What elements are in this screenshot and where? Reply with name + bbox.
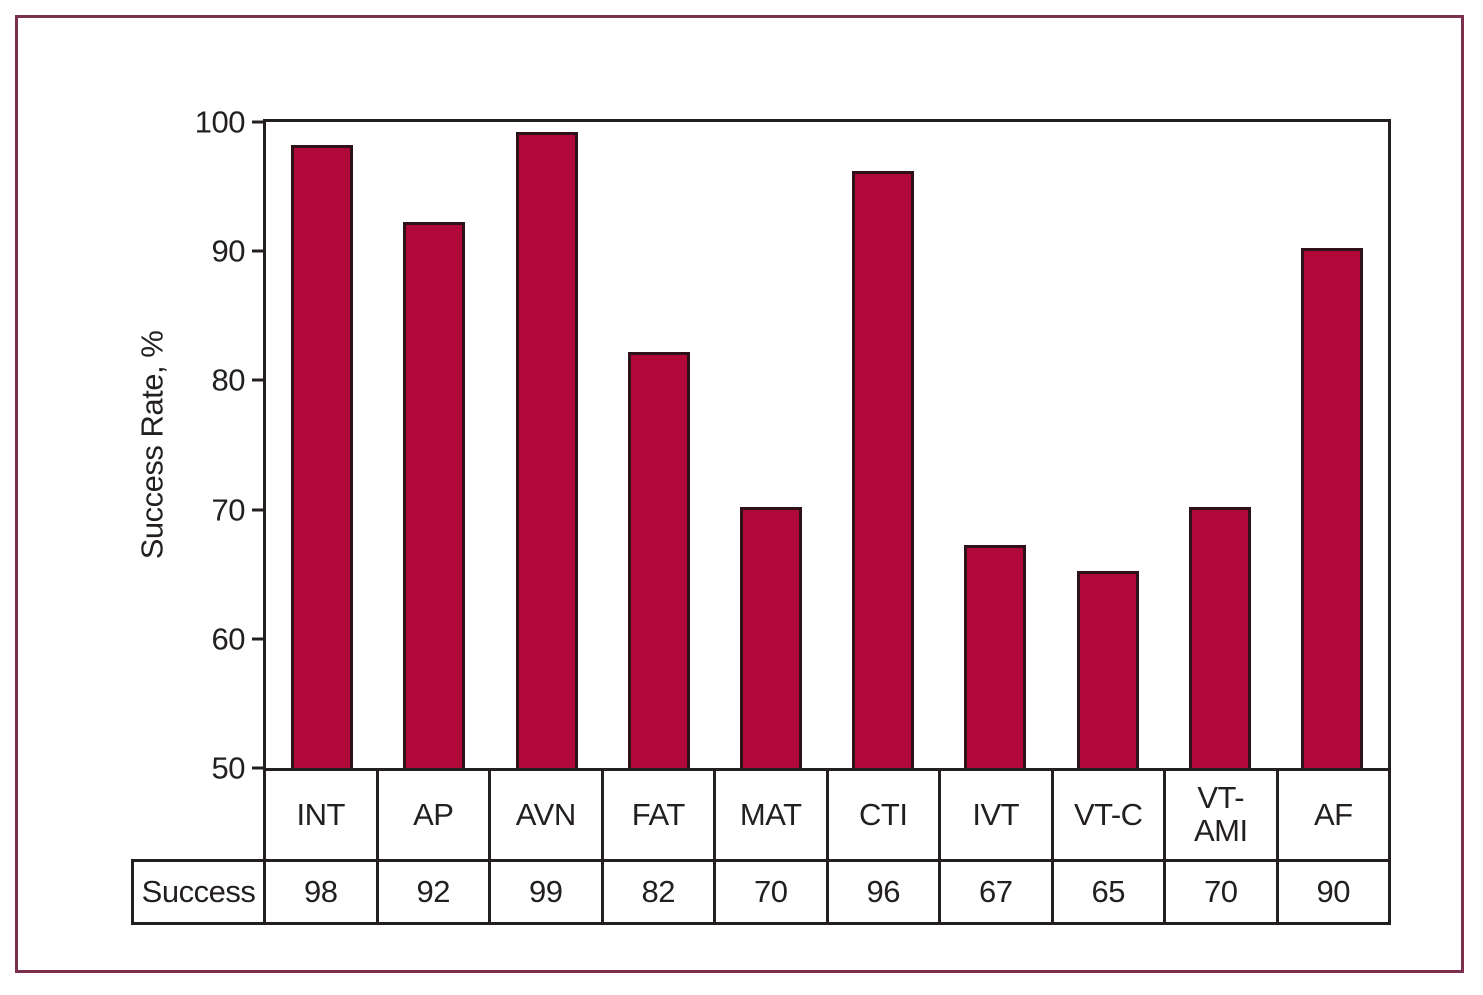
category-cell: AVN [491,771,604,859]
bar-ap [403,222,466,768]
category-label: AVN [515,796,576,832]
bar-slot-avn [490,122,602,768]
category-cell: VT-C [1054,771,1166,859]
y-axis-tick: 60 [185,623,266,654]
value-cell: 70 [716,862,829,922]
category-label: FAT [631,796,686,832]
y-axis-tick-label: 100 [194,104,246,140]
y-axis-title: Success Rate, % [134,330,170,560]
category-label: CTI [859,796,908,832]
bar-fat [627,351,690,768]
category-cell: CTI [829,771,941,859]
bar-ivt [964,545,1027,768]
category-label: INT [296,796,346,832]
y-axis-tick-label: 60 [211,621,246,657]
category-label: AF [1313,796,1353,832]
value-cell: 67 [941,862,1054,922]
y-axis-tick-label: 90 [211,233,246,269]
bar-slot-vtc [1051,122,1163,768]
y-axis-title-wrap: Success Rate, % [130,119,174,771]
category-label: MAT [739,796,802,832]
y-axis-tick-mark [252,766,266,770]
value-cell: 96 [829,862,941,922]
row-label-cell: Success [134,862,266,922]
bar-slot-ap [378,122,490,768]
category-header-row: INT AP AVN FAT MAT CTI IVT VT-C VT-AMI A… [263,771,1391,859]
category-label: VT-C [1073,796,1143,832]
category-cell: AP [379,771,491,859]
value-cell: 92 [379,862,491,922]
bar-slot-mat [715,122,827,768]
y-axis-tick: 90 [185,236,266,267]
value-cell: 82 [604,862,716,922]
plot-area: 100 90 80 70 60 50 [195,107,1391,784]
y-axis-tick: 50 [185,753,266,784]
category-cell: MAT [716,771,829,859]
bar-af [1300,248,1363,768]
category-cell: IVT [941,771,1054,859]
bar-slot-cti [827,122,939,768]
bar-slot-vtami [1164,122,1276,768]
value-cell: 98 [266,862,379,922]
y-axis-tick-mark [252,120,266,124]
y-axis-tick-mark [252,508,266,512]
bar-vtc [1076,571,1139,768]
value-cell: 65 [1054,862,1166,922]
y-axis-tick-label: 80 [211,362,246,398]
bar-slot-af [1276,122,1388,768]
y-axis-tick-label: 70 [211,492,246,528]
category-cell: VT-AMI [1166,771,1279,859]
bar-cti [852,170,915,768]
figure-frame: Success Rate, % 100 90 80 70 60 50 [15,15,1464,973]
bar-slot-fat [603,122,715,768]
category-cell: AF [1279,771,1389,859]
y-axis-tick-label: 50 [211,750,246,786]
category-cell: INT [266,771,379,859]
value-cell: 70 [1166,862,1279,922]
bar-slot-int [266,122,378,768]
category-label: IVT [972,796,1020,832]
bar-avn [515,131,578,768]
y-axis-tick: 100 [185,107,266,138]
y-axis-tick: 80 [185,365,266,396]
bar-vtami [1188,506,1251,768]
y-axis-tick: 70 [185,494,266,525]
value-cell: 99 [491,862,604,922]
value-cell: 90 [1316,874,1351,909]
y-axis-tick-mark [252,249,266,253]
y-axis-tick-mark [252,637,266,641]
bars-container [266,122,1388,768]
category-cell: FAT [604,771,716,859]
category-label: AP [413,796,454,832]
bar-slot-ivt [939,122,1051,768]
bar-int [291,144,354,768]
success-value-row: Success 98 92 99 82 70 96 67 65 70 90 [131,859,1391,925]
category-label: VT-AMI [1193,780,1248,848]
bar-mat [739,506,802,768]
y-axis-tick-mark [252,378,266,382]
